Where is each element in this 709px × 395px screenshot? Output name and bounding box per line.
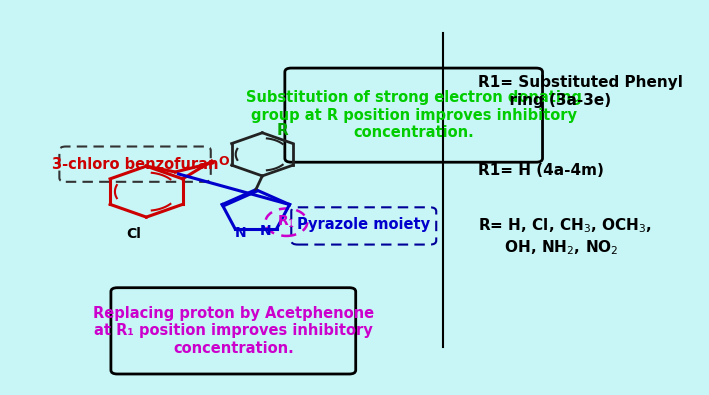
Text: O: O [218,155,228,168]
Text: Replacing proton by Acetphenone
at R₁ position improves inhibitory
concentration: Replacing proton by Acetphenone at R₁ po… [93,306,374,356]
Text: N: N [259,224,271,238]
Text: 3-chloro benzofuran: 3-chloro benzofuran [52,157,218,172]
Text: R: R [277,123,289,138]
Text: N: N [235,226,246,240]
Text: R1= H (4a-4m): R1= H (4a-4m) [478,163,604,177]
Text: R= H, Cl, CH$_3$, OCH$_3$,
     OH, NH$_2$, NO$_2$: R= H, Cl, CH$_3$, OCH$_3$, OH, NH$_2$, N… [478,216,652,257]
Text: Pyrazole moiety: Pyrazole moiety [297,218,430,232]
Text: Cl: Cl [126,227,141,241]
Text: R1= Substituted Phenyl
      ring (3a-3e): R1= Substituted Phenyl ring (3a-3e) [478,75,683,108]
Text: R$_1$: R$_1$ [277,214,296,230]
Text: Substitution of strong electron donating
group at R position improves inhibitory: Substitution of strong electron donating… [246,90,581,140]
